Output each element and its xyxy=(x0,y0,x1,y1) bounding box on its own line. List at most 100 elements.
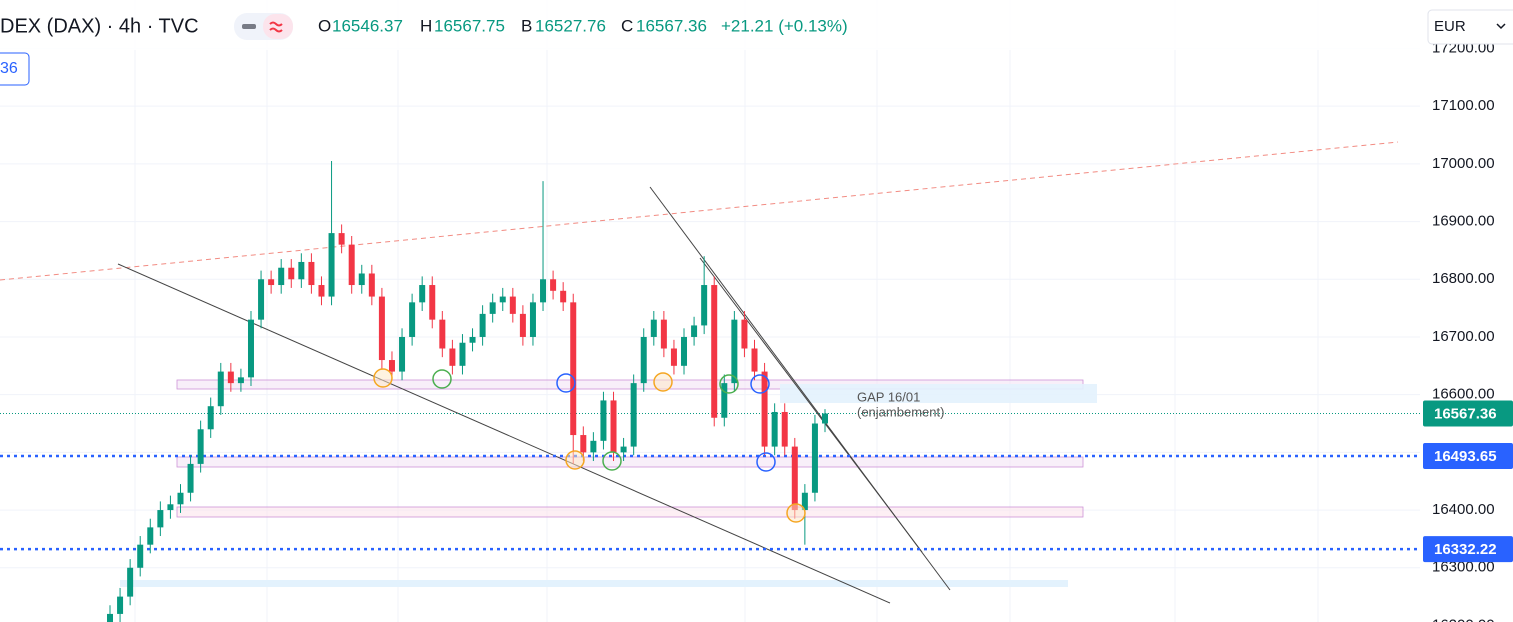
candle-body xyxy=(247,319,254,378)
candle-body xyxy=(459,342,466,366)
candle-body xyxy=(822,413,828,424)
badge xyxy=(0,52,30,86)
candle-body xyxy=(338,233,345,245)
candle-body xyxy=(258,279,265,320)
candle-body xyxy=(540,279,547,303)
candle-body xyxy=(580,435,587,453)
candle-body xyxy=(308,261,315,286)
candle-body xyxy=(761,371,768,447)
candle-body xyxy=(620,446,627,453)
candle-body xyxy=(499,296,506,303)
candle-body xyxy=(791,446,798,511)
candle-body xyxy=(348,244,355,286)
ohlc-value: 16567.75 xyxy=(434,16,505,35)
candle-body xyxy=(399,336,406,372)
icon-bg xyxy=(263,14,293,39)
ohlc-value: 16567.36 xyxy=(636,16,707,35)
candle-body xyxy=(197,429,204,464)
candle-body xyxy=(590,440,597,453)
candle-body xyxy=(570,302,577,436)
ohlc-label: O xyxy=(318,16,331,35)
candle-body xyxy=(811,423,818,493)
circles xyxy=(373,368,806,523)
candle-body xyxy=(640,336,647,384)
candle-body xyxy=(318,285,325,297)
legend-bg xyxy=(0,0,1420,50)
candle-body xyxy=(781,411,788,447)
candle-body xyxy=(449,348,456,366)
candle-body xyxy=(509,296,516,314)
ohlc-value: 16527.76 xyxy=(535,16,606,35)
candle-body xyxy=(237,377,244,384)
candle-body xyxy=(147,527,154,545)
candle-body xyxy=(801,492,808,511)
candle-body xyxy=(127,567,134,597)
tick-labels: 16200.0016300.0016400.0016500.0016600.00… xyxy=(1432,39,1495,622)
candle-body xyxy=(107,613,113,622)
price-label-bg xyxy=(1423,443,1513,470)
candle-body xyxy=(157,510,164,528)
candle-body xyxy=(731,319,738,384)
candle-body xyxy=(650,319,657,337)
candle-body xyxy=(560,290,567,303)
candle-body xyxy=(227,371,234,384)
ohlc-legend: O 16546.37 H 16567.75 B 16527.76 C 16567.36 xyxy=(318,16,707,35)
candle-body xyxy=(268,279,275,286)
candle-body xyxy=(681,336,688,366)
badge-text: 36 xyxy=(0,60,18,77)
ohlc-label: B xyxy=(521,16,532,35)
candle-body xyxy=(358,273,365,286)
y-tick-label: 16900.00 xyxy=(1432,213,1495,230)
candle-body xyxy=(600,400,607,441)
candle-body xyxy=(771,411,778,447)
icon xyxy=(269,21,283,33)
candle-body xyxy=(187,463,194,493)
candles xyxy=(107,160,828,622)
price-label-bg xyxy=(1423,400,1513,427)
candle-body xyxy=(529,302,536,337)
y-tick-label: 17100.00 xyxy=(1432,97,1495,114)
candle-body xyxy=(691,325,698,337)
y-tick-label: 16400.00 xyxy=(1432,501,1495,518)
candle-body xyxy=(630,383,637,447)
price-label: 16493.65 xyxy=(1434,448,1497,465)
candle-body xyxy=(610,400,617,453)
candle-body xyxy=(469,336,476,343)
y-tick-label: 16300.00 xyxy=(1432,559,1495,576)
chevron xyxy=(1496,23,1506,30)
candle-body xyxy=(409,302,416,337)
y-tick-label: 16800.00 xyxy=(1432,270,1495,287)
candle-body xyxy=(429,285,436,320)
candle-body xyxy=(328,233,335,297)
candle-body xyxy=(378,296,385,361)
price-label-bg xyxy=(1423,536,1513,563)
candle-body xyxy=(298,261,305,280)
horizontal-grid xyxy=(0,47,1420,569)
candle-body xyxy=(278,267,285,286)
change: +21.21 (+0.13%) xyxy=(721,16,848,35)
y-tick-label: 17000.00 xyxy=(1432,155,1495,172)
currency[interactable]: EUR xyxy=(1434,18,1466,35)
icon xyxy=(242,24,256,29)
candle-body xyxy=(701,285,708,326)
candle-body xyxy=(489,302,496,314)
annotation: GAP 16/01 xyxy=(857,389,920,404)
candle-body xyxy=(419,285,426,303)
candle-body xyxy=(721,383,728,418)
ohlc-label: H xyxy=(420,16,432,35)
trend-lines xyxy=(0,141,1399,604)
candle-body xyxy=(137,544,144,568)
candle-body xyxy=(439,319,446,349)
candle-body xyxy=(519,313,526,337)
y-tick-label: 16200.00 xyxy=(1432,616,1495,622)
candle-body xyxy=(177,492,184,505)
currency-select[interactable] xyxy=(1427,9,1513,45)
candle-body xyxy=(550,279,557,291)
candle-body xyxy=(207,406,214,430)
vertical-grid xyxy=(134,0,1319,622)
y-tick-label: 16700.00 xyxy=(1432,328,1495,345)
candle-body xyxy=(117,596,124,614)
ohlc-label: C xyxy=(621,16,633,35)
candle-body xyxy=(288,267,295,280)
